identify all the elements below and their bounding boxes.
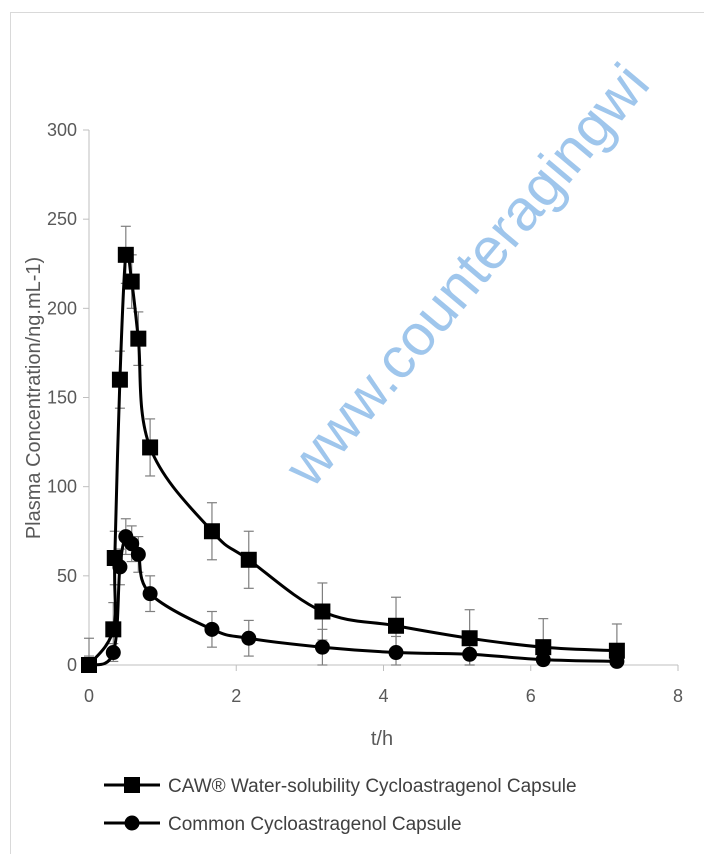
square-marker bbox=[388, 617, 405, 634]
y-tick-label: 100 bbox=[47, 477, 77, 497]
watermark: www.counteragingwi bbox=[272, 52, 662, 500]
circle-marker bbox=[388, 645, 404, 661]
square-marker bbox=[608, 642, 625, 659]
circle-marker bbox=[314, 639, 330, 655]
legend-label-common: Common Cycloastragenol Capsule bbox=[168, 814, 462, 835]
square-marker bbox=[314, 603, 331, 620]
square-marker bbox=[142, 439, 159, 456]
circle-marker bbox=[204, 621, 220, 637]
circle-marker bbox=[241, 630, 257, 646]
square-marker bbox=[535, 639, 552, 656]
y-tick-labels: 0 50 100 150 200 250 300 bbox=[47, 120, 77, 675]
square-marker bbox=[117, 246, 134, 263]
circle-marker bbox=[609, 653, 625, 669]
x-tick-label: 8 bbox=[673, 686, 683, 706]
circle-marker bbox=[124, 536, 140, 552]
y-axis-title: Plasma Concentration/ng.mL-1) bbox=[23, 257, 45, 539]
legend-marker-circle bbox=[124, 815, 140, 831]
y-tick-label: 250 bbox=[47, 209, 77, 229]
square-marker bbox=[461, 630, 478, 647]
y-tick-label: 200 bbox=[47, 298, 77, 318]
x-axis-title: t/h bbox=[371, 728, 393, 750]
x-tick-label: 6 bbox=[526, 686, 536, 706]
y-tick-label: 300 bbox=[47, 120, 77, 140]
y-tick-label: 50 bbox=[57, 566, 77, 586]
square-marker bbox=[105, 621, 122, 638]
circle-marker bbox=[142, 586, 158, 602]
circle-marker bbox=[535, 652, 551, 668]
x-tick-labels: 0 2 4 6 8 bbox=[84, 686, 683, 706]
square-marker bbox=[240, 551, 257, 568]
circle-marker bbox=[130, 546, 146, 562]
circle-marker bbox=[462, 646, 478, 662]
x-tick-label: 2 bbox=[231, 686, 241, 706]
series-markers bbox=[81, 246, 625, 673]
legend-label-caw: CAW® Water-solubility Cycloastragenol Ca… bbox=[168, 776, 577, 797]
circle-marker bbox=[81, 657, 97, 673]
axes bbox=[83, 129, 679, 671]
x-tick-label: 4 bbox=[378, 686, 388, 706]
square-marker bbox=[123, 273, 140, 290]
x-tick-label: 0 bbox=[84, 686, 94, 706]
square-marker bbox=[130, 330, 147, 347]
circle-marker bbox=[112, 559, 128, 575]
y-tick-label: 150 bbox=[47, 388, 77, 408]
chart-frame bbox=[10, 12, 704, 854]
y-tick-label: 0 bbox=[67, 655, 77, 675]
square-marker bbox=[111, 371, 128, 388]
series-line-1 bbox=[87, 247, 617, 666]
square-marker bbox=[203, 523, 220, 540]
legend-marker-square bbox=[124, 777, 140, 793]
legend: CAW® Water-solubility Cycloastragenol Ca… bbox=[104, 776, 577, 835]
circle-marker bbox=[105, 645, 121, 661]
